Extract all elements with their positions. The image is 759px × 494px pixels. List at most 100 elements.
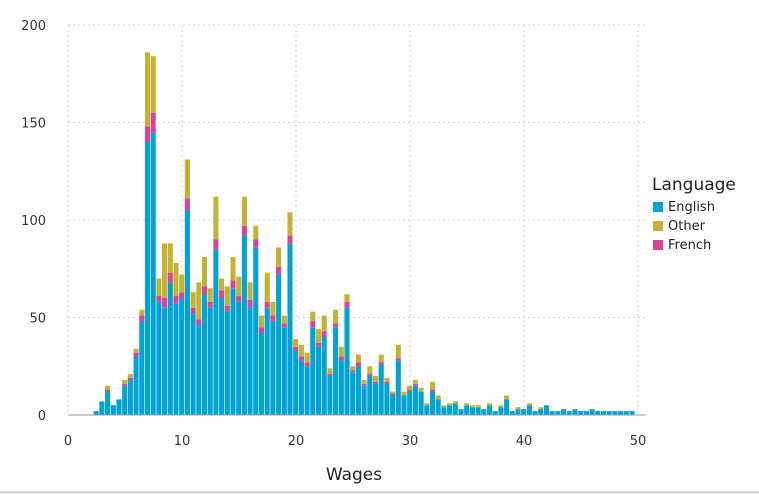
- bar-segment-english: [93, 411, 99, 415]
- bar-segment-english: [150, 132, 156, 415]
- bar-segment-english: [401, 395, 407, 415]
- bar-segment-english: [99, 401, 105, 415]
- bar-segment-french: [287, 235, 293, 244]
- bar-segment-english: [287, 243, 293, 415]
- bar-segment-english: [321, 337, 327, 415]
- y-tick-label: 200: [21, 19, 46, 34]
- bar-segment-other: [407, 385, 413, 390]
- x-tick-label: 50: [630, 434, 647, 449]
- bar-segment-other: [190, 292, 196, 308]
- bar-segment-other: [538, 407, 544, 410]
- bar-segment-other: [486, 403, 493, 406]
- bar-segment-french: [333, 323, 339, 328]
- bar-segment-english: [190, 313, 196, 415]
- bar-segment-french: [310, 321, 316, 328]
- bars: [93, 52, 635, 415]
- bar-segment-other: [452, 401, 458, 404]
- bar-segment-english: [310, 327, 316, 415]
- bar-segment-other: [350, 366, 356, 371]
- bar-segment-french: [179, 292, 185, 298]
- bar-segment-english: [196, 325, 202, 415]
- bar-segment-english: [213, 249, 219, 415]
- bar-segment-other: [390, 391, 396, 394]
- bar-segment-other: [435, 395, 441, 400]
- bar-segment-other: [367, 366, 373, 375]
- bar-segment-english: [327, 376, 333, 415]
- y-tick-label: 150: [21, 117, 46, 132]
- bar-segment-english: [304, 366, 310, 415]
- bar-segment-french: [321, 331, 327, 337]
- bar-segment-other: [224, 286, 230, 306]
- bar-segment-english: [395, 360, 401, 415]
- bar-segment-english: [367, 376, 373, 415]
- bar-segment-other: [247, 282, 253, 300]
- bar-segment-french: [241, 225, 247, 236]
- bar-segment-french: [196, 319, 202, 326]
- bar-segment-french: [407, 389, 413, 392]
- bar-segment-english: [207, 307, 213, 415]
- bar-segment-french: [150, 112, 156, 133]
- bar-segment-french: [173, 296, 179, 304]
- bar-segment-french: [258, 327, 265, 334]
- bar-segment-english: [595, 411, 601, 415]
- bar-segment-english: [606, 411, 612, 415]
- bar-segment-other: [372, 376, 379, 382]
- x-tick-label: 0: [64, 434, 72, 449]
- bar-segment-other: [281, 315, 287, 324]
- bar-segment-english: [407, 391, 413, 415]
- bar-segment-english: [105, 391, 111, 415]
- bar-segment-french: [127, 377, 133, 380]
- bar-segment-english: [486, 405, 493, 415]
- bar-segment-english: [144, 142, 151, 415]
- bottom-border: [0, 491, 759, 494]
- bar-segment-french: [367, 374, 373, 376]
- bar-segment-other: [355, 354, 361, 363]
- bar-segment-english: [224, 311, 230, 415]
- y-tick-label: 0: [38, 409, 46, 424]
- bar-segment-french: [298, 356, 304, 361]
- bar-segment-english: [258, 333, 265, 415]
- bar-segment-english: [184, 210, 190, 415]
- bar-segment-french: [184, 198, 190, 211]
- bar-segment-french: [207, 301, 213, 308]
- bar-segment-other: [230, 257, 236, 281]
- x-axis-title: Wages: [326, 465, 382, 485]
- bar-segment-english: [458, 409, 464, 415]
- bar-segment-other: [253, 225, 259, 240]
- bar-segment-french: [167, 272, 173, 283]
- bar-segment-other: [441, 405, 447, 408]
- bar-segment-other: [304, 352, 310, 363]
- bar-segment-other: [333, 309, 339, 324]
- bar-segment-french: [230, 280, 236, 289]
- bar-segment-other: [378, 354, 384, 363]
- bar-segment-english: [555, 411, 561, 415]
- bar-segment-english: [372, 383, 379, 415]
- bar-segment-english: [167, 282, 173, 415]
- bar-segment-french: [372, 381, 379, 384]
- bar-segment-french: [355, 362, 361, 367]
- bar-segment-english: [219, 298, 225, 415]
- bar-segment-english: [298, 360, 304, 415]
- bar-segment-other: [167, 243, 173, 273]
- bar-segment-other: [184, 159, 190, 199]
- bar-segment-french: [276, 266, 282, 275]
- bar-segment-other: [179, 274, 185, 293]
- bar-segment-english: [139, 321, 145, 415]
- bar-segment-english: [412, 385, 418, 415]
- legend-label-english: English: [668, 200, 715, 215]
- bar-segment-english: [526, 405, 532, 415]
- bar-segment-french: [281, 323, 287, 328]
- bar-segment-other: [418, 387, 424, 392]
- bar-segment-english: [464, 405, 470, 415]
- bar-segment-other: [276, 247, 282, 267]
- bar-segment-other: [173, 262, 179, 297]
- bar-segment-english: [270, 321, 276, 415]
- legend-swatch-other: [653, 221, 663, 231]
- bar-segment-other: [258, 315, 265, 328]
- bar-segment-english: [561, 409, 567, 415]
- bar-segment-english: [475, 407, 481, 415]
- bar-segment-french: [224, 305, 230, 312]
- bar-segment-english: [384, 383, 390, 415]
- legend-swatch-english: [653, 202, 663, 212]
- bar-segment-english: [350, 372, 356, 415]
